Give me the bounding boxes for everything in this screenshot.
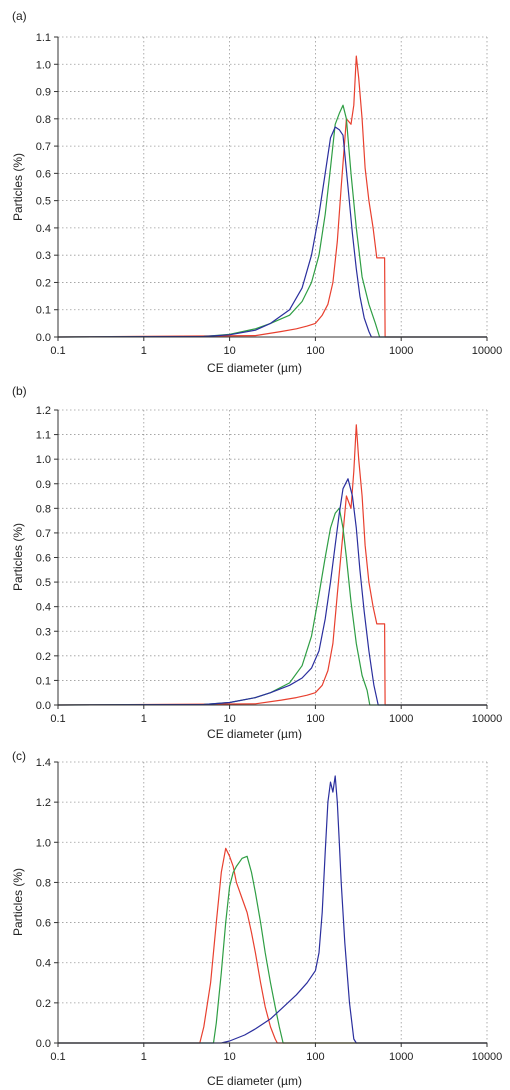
y-tick-label: 0.6 xyxy=(36,553,51,565)
y-tick-label: 0.1 xyxy=(36,305,51,317)
y-axis-title: Particles (%) xyxy=(11,523,25,591)
x-tick-label: 10000 xyxy=(472,713,503,725)
chart-svg: 0.1 1 10 100 1000 10000 0.0 0.2 0.4 0.6 0.8 1.0 1.2 1… xyxy=(11,757,503,1088)
x-tick-label: 10 xyxy=(223,345,235,357)
x-tick-label: 0.1 xyxy=(50,713,65,725)
x-tick-label: 10000 xyxy=(472,1051,503,1063)
series-line-2 xyxy=(58,855,487,1044)
y-tick-label: 1.0 xyxy=(36,837,51,849)
y-tick-label: 1.2 xyxy=(36,405,51,417)
x-axis-title: CE diameter (µm) xyxy=(207,1074,302,1088)
series-line-1 xyxy=(57,55,487,338)
grid xyxy=(57,409,488,706)
y-tick-label: 1.0 xyxy=(36,454,51,466)
y-tick-label: 0.6 xyxy=(36,918,51,930)
panel-label: (b) xyxy=(12,384,27,398)
y-tick-label: 1.1 xyxy=(36,430,51,442)
y-tick-label: 1.0 xyxy=(36,59,51,71)
x-tick-label: 1000 xyxy=(389,345,413,357)
chart-svg: 0.1 1 10 100 1000 100000.00.10.20.30.40.50.60… xyxy=(11,32,503,375)
y-tick-label: 0.2 xyxy=(36,998,51,1010)
x-tick-label: 10000 xyxy=(472,345,503,357)
y-tick-label: 0.2 xyxy=(36,277,51,289)
x-tick-label: 0.1 xyxy=(50,345,65,357)
y-tick-label: 0.9 xyxy=(36,87,51,99)
grid xyxy=(57,761,488,1044)
y-tick-label: 0.3 xyxy=(36,626,51,638)
y-tick-label: 0.8 xyxy=(36,114,51,126)
y-tick-label: 0.4 xyxy=(36,223,51,235)
y-tick-label: 0.5 xyxy=(36,196,51,208)
chart-panel-c: (c) 0.1 1 10 100 1000 10000 0.0 0.2 0.4 0.6 0.8 1.0… xyxy=(0,740,510,1090)
chart-panel-b: (b) 0.1 1 10 100 1000 10000 0.0 0.1 0.2 0.3 0.4 0.5… xyxy=(0,375,510,740)
series-line-3 xyxy=(57,126,487,338)
y-tick-label: 0.5 xyxy=(36,577,51,589)
y-tick-label: 0.9 xyxy=(36,479,51,491)
x-tick-label: 1 xyxy=(141,345,147,357)
x-tick-label: 100 xyxy=(306,713,324,725)
series-line-2 xyxy=(57,104,487,338)
x-tick-label: 10 xyxy=(223,1051,235,1063)
y-tick-label: 0.0 xyxy=(36,332,51,344)
x-tick-label: 1 xyxy=(141,713,147,725)
y-tick-label: 0.0 xyxy=(36,1038,51,1050)
y-tick-label: 0.0 xyxy=(36,700,51,712)
y-tick-label: 1.2 xyxy=(36,797,51,809)
y-tick-label: 0.4 xyxy=(36,602,51,614)
chart-svg: 0.1 1 10 100 1000 100000.00.10.20.30.40.50.60… xyxy=(11,405,503,740)
y-tick-label: 0.8 xyxy=(36,503,51,515)
x-tick-label: 10 xyxy=(223,713,235,725)
y-tick-label: 0.7 xyxy=(36,528,51,540)
x-tick-label: 0.1 xyxy=(50,1051,65,1063)
y-tick-label: 0.6 xyxy=(36,168,51,180)
grid xyxy=(57,36,488,338)
x-tick-label: 100 xyxy=(306,1051,324,1063)
y-tick-label: 0.2 xyxy=(36,651,51,663)
x-tick-label: 1000 xyxy=(389,1051,413,1063)
y-tick-label: 0.4 xyxy=(36,958,51,970)
chart-panel-a: (a) 0.1 1 10 100 1000 10000 0.0 0.1 0.2 0.3 0.4 0.5… xyxy=(0,0,510,375)
y-axis-title: Particles (%) xyxy=(11,868,25,936)
x-axis-title: CE diameter (µm) xyxy=(207,727,302,740)
y-axis-title: Particles (%) xyxy=(11,153,25,221)
y-tick-label: 0.7 xyxy=(36,141,51,153)
series-line-1 xyxy=(57,424,487,706)
panel-label: (a) xyxy=(12,9,27,23)
y-tick-label: 0.8 xyxy=(36,877,51,889)
series-line-3 xyxy=(57,478,487,706)
y-tick-label: 1.4 xyxy=(36,757,51,769)
x-axis-title: CE diameter (µm) xyxy=(207,361,302,375)
x-tick-label: 1000 xyxy=(389,713,413,725)
y-tick-label: 0.1 xyxy=(36,675,51,687)
y-tick-label: 1.1 xyxy=(36,32,51,44)
panel-label: (c) xyxy=(12,749,26,763)
x-tick-label: 1 xyxy=(141,1051,147,1063)
series-line-3 xyxy=(58,775,487,1044)
series-line-1 xyxy=(58,847,487,1044)
x-tick-label: 100 xyxy=(306,345,324,357)
y-tick-label: 0.3 xyxy=(36,250,51,262)
